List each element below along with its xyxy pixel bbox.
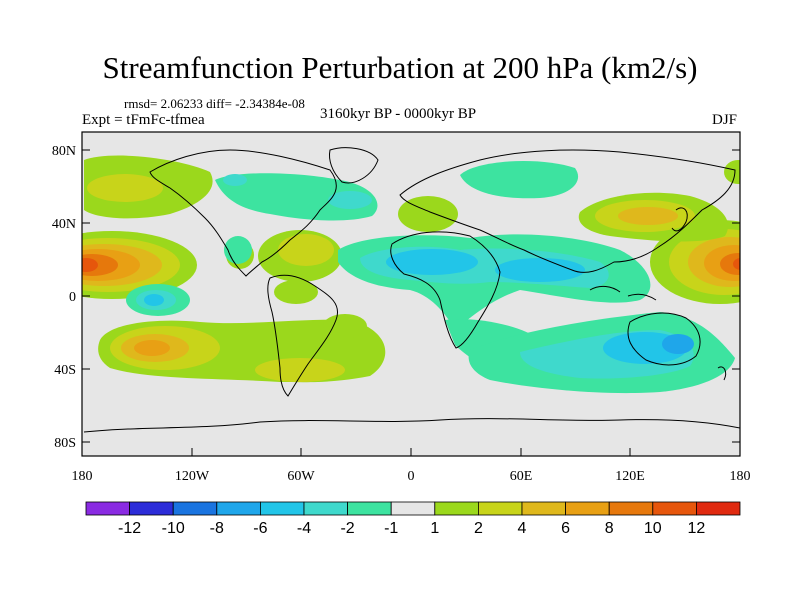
period-label: 3160kyr BP - 0000kyr BP bbox=[320, 106, 477, 122]
positive-anomaly-west-edge bbox=[82, 231, 197, 299]
south-america-coast bbox=[267, 274, 338, 397]
colorbar-swatch bbox=[608, 501, 654, 516]
lat-tick-label: 80S bbox=[54, 436, 76, 451]
colorbar-label: -6 bbox=[253, 520, 267, 537]
colorbar-label: -2 bbox=[340, 520, 354, 537]
negative-anomaly-north-america bbox=[215, 173, 378, 264]
colorbar-swatch bbox=[216, 501, 261, 516]
lon-tick-label: 180 bbox=[72, 469, 93, 484]
negative-anomaly-africa-indian bbox=[338, 234, 651, 384]
lon-tick-label: 0 bbox=[408, 469, 415, 484]
greenland-coast bbox=[329, 147, 379, 184]
colorbar-label: 10 bbox=[644, 520, 662, 537]
lat-tick-label: 40S bbox=[54, 363, 76, 378]
eurasia-coast bbox=[399, 149, 736, 273]
colorbar-swatch bbox=[477, 501, 523, 516]
australia-coast bbox=[627, 312, 701, 366]
lon-tick-label: 120W bbox=[175, 469, 210, 484]
colorbar-label: 6 bbox=[561, 520, 570, 537]
africa-coast bbox=[390, 231, 501, 349]
colorbar-swatch bbox=[303, 501, 348, 516]
japan-coast bbox=[671, 207, 688, 232]
colorbar-label: -10 bbox=[162, 520, 185, 537]
colorbar-swatch bbox=[347, 501, 392, 516]
lat-tick-label: 0 bbox=[69, 290, 76, 305]
lat-tick-label: 80N bbox=[52, 144, 76, 159]
colorbar: -12 -10 -8 -6 -4 -2 -1 1 2 4 6 8 10 12 bbox=[85, 501, 741, 537]
negative-anomaly-australia bbox=[468, 312, 735, 394]
colorbar-label: 2 bbox=[474, 520, 483, 537]
lat-tick-label: 40N bbox=[52, 217, 76, 232]
lon-tick-label: 60W bbox=[287, 469, 315, 484]
plot-title: Streamfunction Perturbation at 200 hPa (… bbox=[102, 50, 698, 85]
lon-tick-label: 180 bbox=[730, 469, 751, 484]
positive-anomaly-east-asia bbox=[578, 160, 740, 242]
colorbar-label: 4 bbox=[518, 520, 527, 537]
negative-anomaly-east-pacific bbox=[126, 284, 190, 316]
antarctica-coast bbox=[83, 418, 740, 433]
coastlines bbox=[83, 147, 740, 433]
colorbar-label: 1 bbox=[430, 520, 439, 537]
contour-fields bbox=[82, 155, 740, 394]
colorbar-label: 12 bbox=[688, 520, 706, 537]
colorbar-label: -8 bbox=[210, 520, 224, 537]
colorbar-label: -4 bbox=[297, 520, 311, 537]
colorbar-swatch bbox=[696, 501, 741, 516]
colorbar-swatch bbox=[434, 501, 479, 516]
positive-anomaly-north-pacific bbox=[84, 155, 213, 219]
indonesia-coast bbox=[589, 285, 657, 301]
negative-anomaly-eurasia bbox=[460, 160, 579, 199]
colorbar-label: 8 bbox=[605, 520, 614, 537]
colorbar-swatch bbox=[565, 501, 610, 516]
colorbar-swatch bbox=[129, 501, 174, 516]
colorbar-swatch bbox=[652, 501, 697, 516]
lon-tick-label: 60E bbox=[510, 469, 533, 484]
positive-anomaly-south-pacific bbox=[98, 319, 386, 383]
season-label: DJF bbox=[712, 112, 738, 128]
colorbar-swatch bbox=[259, 501, 305, 516]
lat-axis: 80N 40N 0 40S 80S bbox=[52, 144, 76, 451]
experiment-label: Expt = tFmFc-tfmea bbox=[82, 112, 205, 128]
statistics-label: rmsd= 2.06233 diff= -2.34384e-08 bbox=[124, 96, 305, 111]
colorbar-swatch bbox=[85, 501, 130, 516]
colorbar-swatch bbox=[172, 501, 218, 516]
lon-axis: 180 120W 60W 0 60E 120E 180 bbox=[72, 469, 751, 484]
lon-tick-label: 120E bbox=[615, 469, 645, 484]
colorbar-label: -12 bbox=[118, 520, 141, 537]
north-america-coast bbox=[149, 149, 337, 277]
new-zealand-coast bbox=[717, 366, 727, 381]
colorbar-swatch bbox=[521, 501, 566, 516]
axis-ticks bbox=[81, 149, 741, 456]
colorbar-label: -1 bbox=[384, 520, 398, 537]
colorbar-swatch bbox=[390, 501, 436, 516]
